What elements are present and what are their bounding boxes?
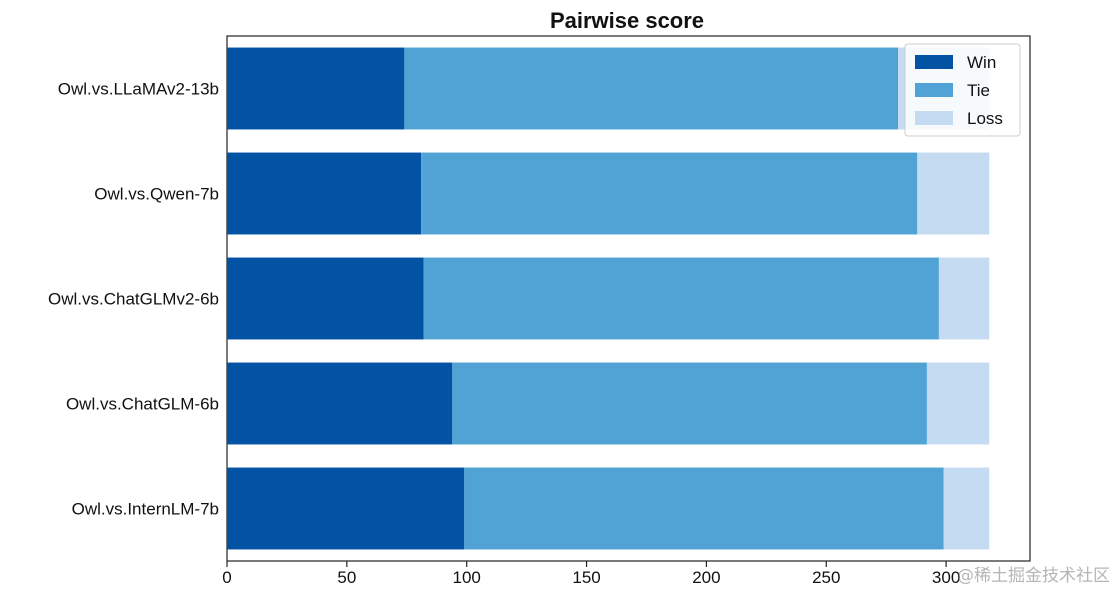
bar-tie-3	[452, 362, 927, 445]
category-label: Owl.vs.Qwen-7b	[94, 185, 219, 204]
x-tick-label: 150	[572, 568, 600, 587]
bar-win-4	[227, 467, 465, 550]
bar-loss-4	[943, 467, 990, 550]
x-tick-label: 0	[222, 568, 231, 587]
x-tick-label: 250	[812, 568, 840, 587]
bar-win-1	[227, 152, 422, 235]
legend-label-tie: Tie	[967, 81, 990, 100]
category-label: Owl.vs.LLaMAv2-13b	[58, 80, 219, 99]
legend-swatch-win	[915, 55, 953, 69]
bar-loss-3	[926, 362, 990, 445]
x-tick-label: 200	[692, 568, 720, 587]
x-tick-label: 300	[932, 568, 960, 587]
legend-swatch-tie	[915, 83, 953, 97]
bar-tie-0	[404, 47, 899, 130]
watermark-text: @稀土掘金技术社区	[957, 566, 1110, 586]
bar-win-2	[227, 257, 424, 340]
bar-win-0	[227, 47, 405, 130]
legend-swatch-loss	[915, 111, 953, 125]
legend: Win Tie Loss	[904, 43, 1021, 137]
bar-tie-4	[464, 467, 944, 550]
bar-win-3	[227, 362, 453, 445]
bar-loss-2	[938, 257, 990, 340]
category-label: Owl.vs.ChatGLMv2-6b	[48, 290, 219, 309]
legend-label-loss: Loss	[967, 109, 1003, 128]
bar-tie-2	[423, 257, 939, 340]
x-tick-label: 50	[337, 568, 356, 587]
x-tick-label: 100	[453, 568, 481, 587]
chart-title: Pairwise score	[550, 8, 704, 33]
bar-loss-1	[917, 152, 990, 235]
legend-label-win: Win	[967, 53, 996, 72]
category-label: Owl.vs.ChatGLM-6b	[66, 395, 219, 414]
bar-tie-1	[421, 152, 918, 235]
category-label: Owl.vs.InternLM-7b	[72, 500, 219, 519]
